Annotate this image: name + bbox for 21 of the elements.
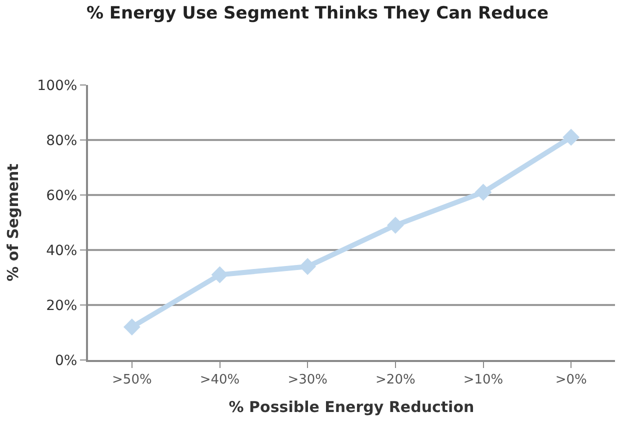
x-tick-label: >10% — [463, 372, 504, 388]
y-tick-label: 20% — [46, 298, 78, 314]
x-tick-label: >20% — [376, 372, 416, 388]
y-axis-title: % of Segment — [4, 164, 22, 282]
y-tick-label: 100% — [37, 78, 78, 94]
x-tick-label: >30% — [288, 372, 328, 388]
point — [299, 258, 316, 275]
y-tick-label: 60% — [46, 188, 78, 204]
x-tick-label: >0% — [555, 372, 587, 388]
chart-title: % Energy Use Segment Thinks They Can Reduce — [86, 3, 549, 24]
point — [474, 184, 492, 201]
x-tick-label: >40% — [200, 372, 240, 388]
point — [386, 216, 404, 234]
x-axis-title: % Possible Energy Reduction — [228, 398, 474, 416]
point — [211, 266, 228, 284]
x-tick-label: >50% — [112, 372, 152, 388]
point — [123, 318, 140, 336]
y-tick-label: 40% — [46, 242, 78, 259]
point — [562, 128, 580, 146]
y-tick-label: 0% — [54, 352, 78, 369]
y-tick-label: 80% — [46, 132, 78, 149]
